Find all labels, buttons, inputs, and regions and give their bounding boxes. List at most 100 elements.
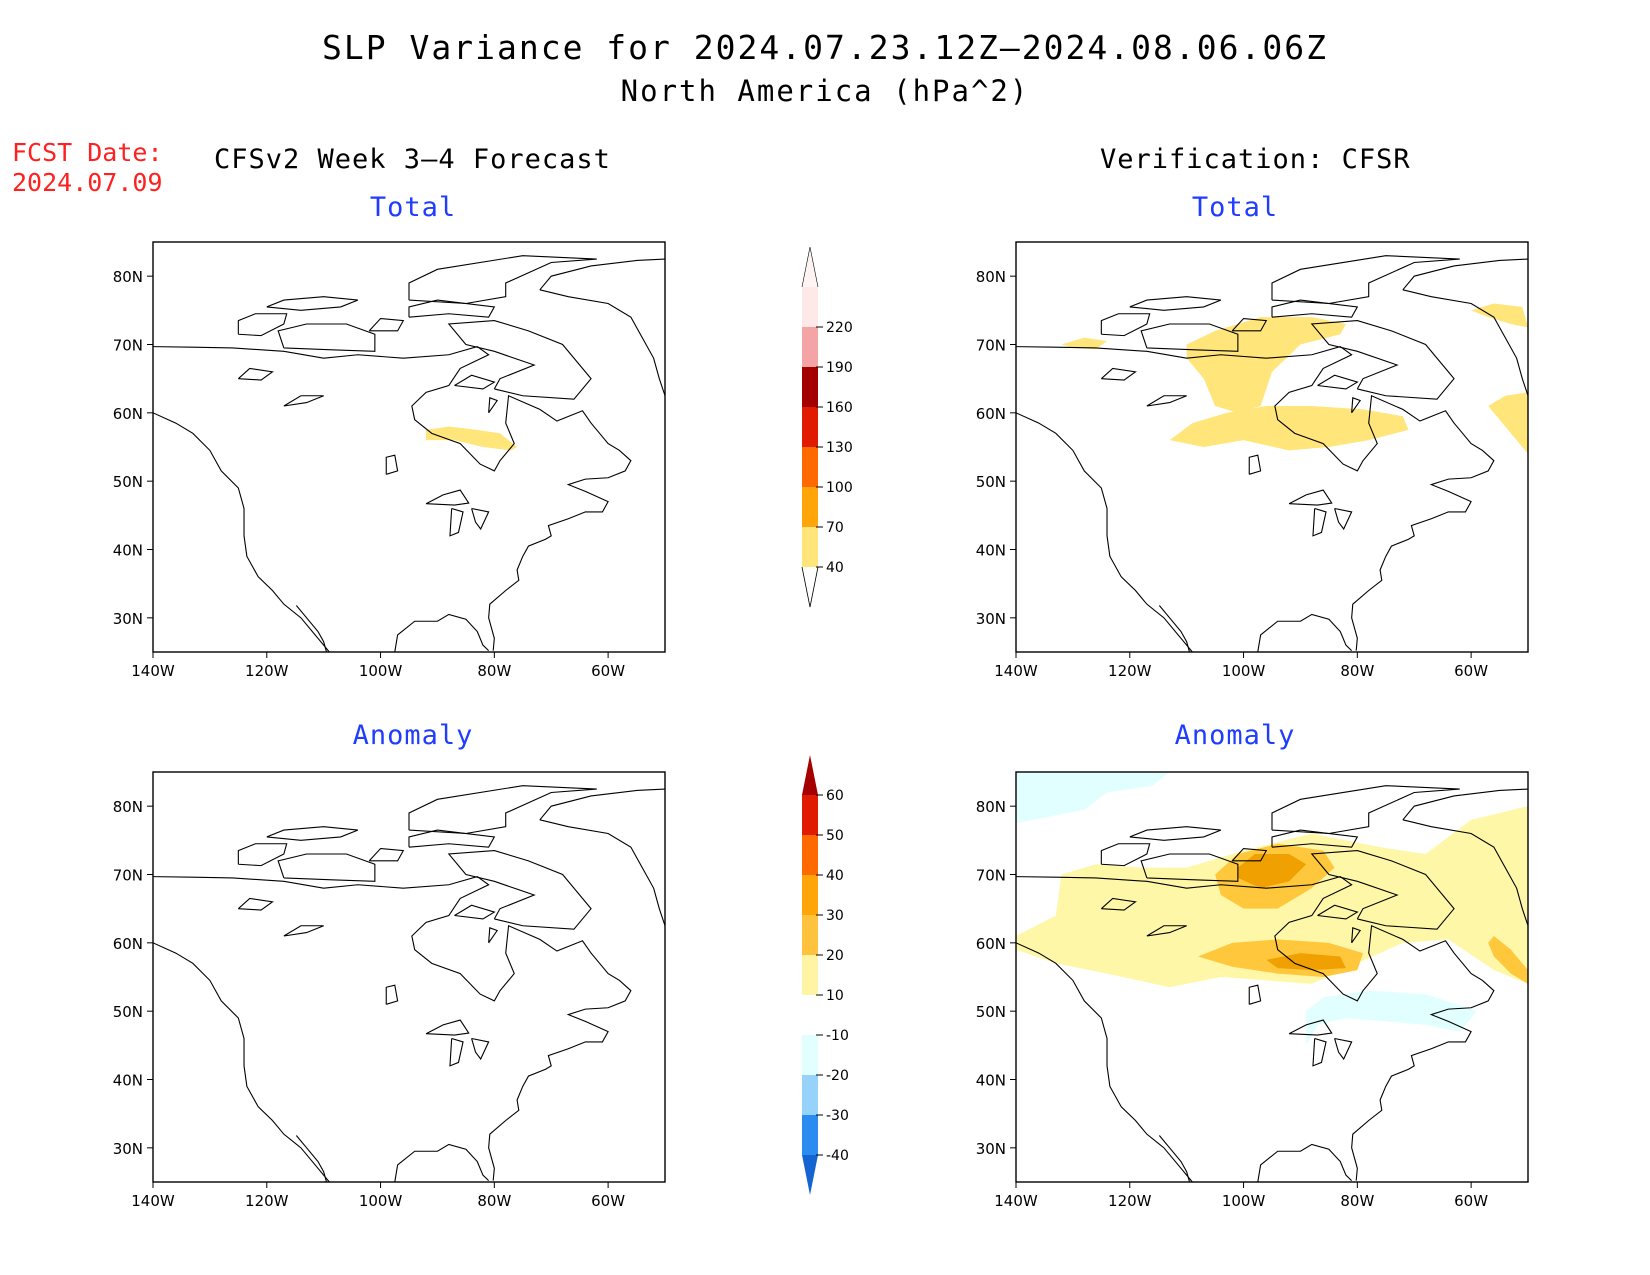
coastline — [1257, 613, 1353, 652]
coastline — [425, 1019, 470, 1036]
colorbar-segment — [802, 287, 818, 327]
coastline — [1402, 258, 1528, 291]
coastline — [488, 397, 499, 414]
colorbar-label: 60 — [826, 788, 844, 804]
shaded-region-ne-blob — [1488, 392, 1528, 454]
coastline — [266, 296, 359, 311]
lat-tick-label: 80N — [976, 798, 1006, 816]
shaded-region-west-strip — [1061, 337, 1108, 350]
lon-tick-label: 100W — [1222, 1192, 1266, 1210]
colorbar-segment — [802, 835, 818, 875]
coastline — [1146, 395, 1187, 407]
coastline — [1310, 320, 1455, 400]
coastline — [449, 1037, 464, 1067]
lon-tick-label: 120W — [1108, 1192, 1152, 1210]
colorbar-label: 40 — [826, 560, 844, 576]
lat-tick-label: 40N — [976, 1072, 1006, 1090]
lat-tick-label: 70N — [113, 337, 143, 355]
shaded-region-cool-se — [1306, 990, 1477, 1046]
coastline — [153, 875, 632, 1181]
colorbar-label: 160 — [826, 400, 853, 416]
lat-tick-label: 50N — [976, 1003, 1006, 1021]
coastline — [539, 788, 665, 821]
lon-tick-label: 80W — [1340, 1192, 1374, 1210]
fcst-date-label: FCST Date: — [12, 138, 163, 167]
coastline — [295, 1135, 328, 1182]
coastline — [1351, 397, 1362, 414]
lat-tick-label: 60N — [976, 405, 1006, 423]
panel-title-verification-anomaly: Anomaly — [1174, 720, 1296, 751]
coastline — [1100, 897, 1137, 911]
coastline — [1231, 317, 1268, 332]
lat-tick-label: 30N — [976, 1140, 1006, 1158]
map-panel-vf-anom: 140W 120W 100W 80W 60W 80N 70N 60N 50N 40N 30N — [976, 771, 1529, 1210]
coastline — [1310, 850, 1455, 930]
coastline — [488, 927, 499, 944]
lon-tick-label: 80W — [477, 1192, 511, 1210]
coastline — [385, 984, 399, 1005]
lat-tick-label: 40N — [113, 542, 143, 560]
shaded-region-south-inner — [1266, 953, 1346, 971]
coastline — [1158, 1135, 1191, 1182]
coastline — [1402, 819, 1528, 926]
panel-title-verification-total: Total — [1191, 192, 1279, 223]
coastline — [1402, 788, 1528, 821]
lon-tick-label: 100W — [359, 662, 403, 680]
coastline — [1140, 323, 1239, 352]
colorbar-segment — [802, 795, 818, 835]
colorbar-segment — [802, 327, 818, 367]
colorbar-segment — [802, 527, 818, 567]
lon-tick-label: 140W — [131, 1192, 175, 1210]
coastline — [1271, 299, 1359, 318]
lat-tick-label: 80N — [113, 798, 143, 816]
colorbar-segment — [802, 487, 818, 527]
coastline — [1016, 412, 1193, 652]
lon-tick-label: 140W — [994, 662, 1038, 680]
map-frame — [152, 241, 666, 653]
coastline — [408, 785, 597, 835]
colorbar-anomaly: -40 -30 -20 -10 10 20 30 40 50 60 — [802, 755, 849, 1195]
coastline — [1271, 785, 1460, 835]
colorbar-segment — [802, 1035, 818, 1075]
coastline — [283, 395, 324, 407]
map-panel-fc-total: 140W 120W 100W 80W 60W 80N 70N 60N 50N 40N 30N — [113, 241, 666, 680]
lon-tick-label: 120W — [1108, 662, 1152, 680]
lat-tick-label: 30N — [976, 610, 1006, 628]
coastline — [447, 850, 592, 930]
coastline — [1312, 507, 1327, 537]
coastline — [454, 374, 496, 390]
coastline — [277, 853, 376, 882]
shaded-region-east-streak — [1488, 936, 1528, 984]
coastline — [1231, 847, 1268, 862]
coastline — [408, 829, 496, 848]
coastline — [1288, 1019, 1333, 1036]
lon-tick-label: 140W — [131, 662, 175, 680]
colorbar-label: -30 — [826, 1108, 849, 1124]
lat-tick-label: 60N — [113, 935, 143, 953]
coastline — [277, 323, 376, 352]
coastline — [1016, 875, 1495, 1181]
lat-tick-label: 50N — [113, 1003, 143, 1021]
coastline — [1334, 1037, 1353, 1061]
map-panel-vf-total: 140W 120W 100W 80W 60W 80N 70N 60N 50N 40N 30N — [976, 241, 1529, 680]
lon-tick-label: 60W — [591, 1192, 625, 1210]
coastline — [471, 1037, 490, 1061]
panel-title-forecast-total: Total — [369, 192, 457, 223]
colorbar-label: -20 — [826, 1068, 849, 1084]
coastline — [539, 819, 665, 926]
forecast-column-header: CFSv2 Week 3—4 Forecast — [214, 144, 611, 175]
lat-tick-label: 80N — [976, 268, 1006, 286]
lat-tick-label: 50N — [113, 473, 143, 491]
lon-tick-label: 140W — [994, 1192, 1038, 1210]
coastline — [1100, 843, 1151, 867]
coastline — [1016, 345, 1495, 651]
lon-tick-label: 60W — [1454, 662, 1488, 680]
coastline — [1351, 927, 1362, 944]
colorbar-label: 40 — [826, 868, 844, 884]
coastline — [539, 258, 665, 291]
coastline — [449, 507, 464, 537]
lon-tick-label: 60W — [1454, 1192, 1488, 1210]
coastline — [1140, 853, 1239, 882]
coastline — [1317, 374, 1359, 390]
colorbar-segment — [802, 1075, 818, 1115]
